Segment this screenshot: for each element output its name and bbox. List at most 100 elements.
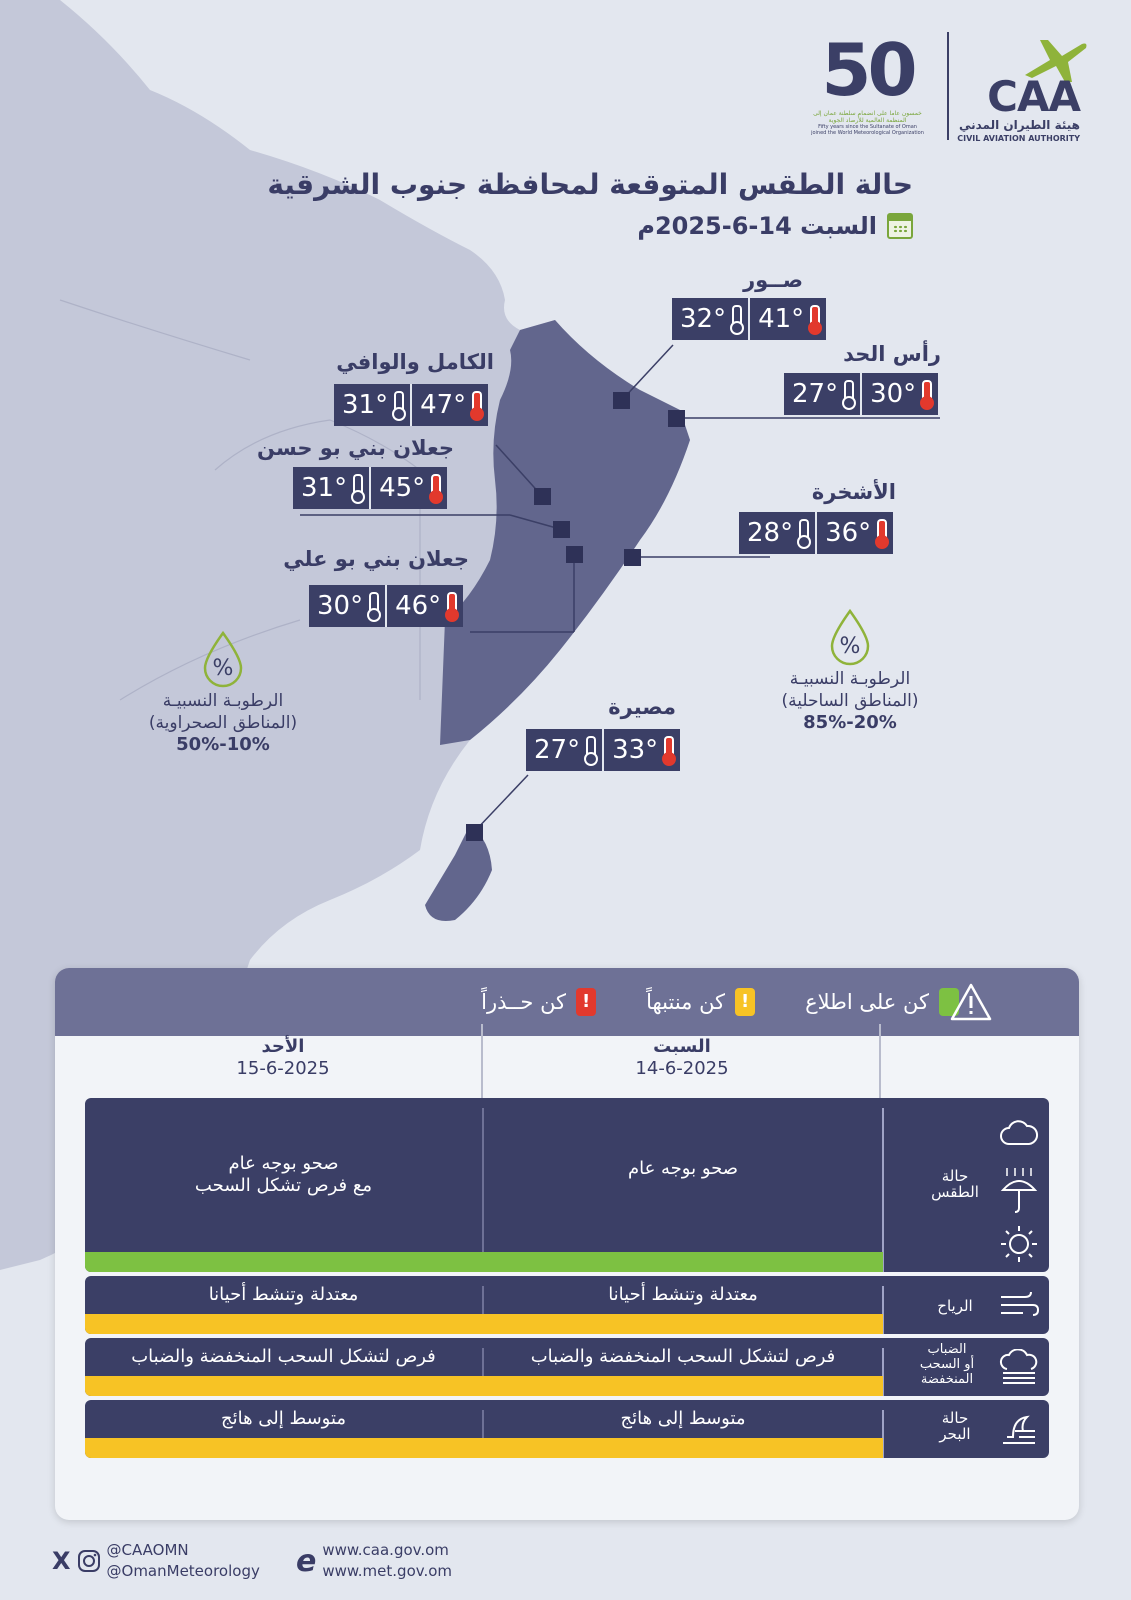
anniversary-caption-en: Fifty years since the Sultanate of Oman … (811, 124, 924, 136)
sea-sunday: متوسط إلى هائج (220, 1408, 347, 1429)
humidity-drop-icon: % (203, 630, 243, 688)
header-divider (481, 1024, 483, 1110)
max-temp: 33° (602, 729, 681, 771)
social-handle-caa[interactable]: @CAAOMN (106, 1541, 189, 1559)
max-temp: 30° (860, 373, 939, 415)
thermometer-hot-icon (429, 474, 444, 504)
sun-icon (1001, 1226, 1037, 1262)
weather-row-label: حالة الطقس (931, 1167, 979, 1201)
warning-triangle-icon (950, 983, 992, 1021)
temps-al-kamil: 31° 47° (334, 384, 489, 426)
fog-cloud-icon (999, 1349, 1038, 1384)
humidity-desert-label2: (المناطق الصحراوية) (148, 713, 298, 733)
thermometer-cold-icon (351, 474, 366, 504)
web-browser-icon: e (296, 1543, 317, 1579)
thermometer-cold-icon (797, 519, 812, 549)
thermometer-hot-icon (470, 391, 485, 421)
wind-sunday: معتدلة وتنشط أحيانا (208, 1284, 359, 1305)
red-level-icon: ! (576, 988, 597, 1016)
warning-legend: كن على اطلاع ! كن منتبهاً ! كن حــذراً (55, 968, 1079, 1036)
yellow-level-icon: ! (735, 988, 756, 1016)
temps-jaalan-bu-ali: 30° 46° (309, 585, 464, 627)
min-temp: 32° (672, 298, 749, 340)
anniversary-caption-ar: خمسون عاما على انضمام سلطنة عمان إلى الم… (813, 110, 922, 124)
masirah-island (425, 825, 492, 921)
weather-sunday: صحو بوجه عام مع فرص تشكل السحب (194, 1153, 373, 1196)
land-mass (0, 0, 690, 1270)
weather-saturday: صحو بوجه عام (627, 1158, 739, 1179)
temps-jaalan-bu-hassan: 31° 45° (293, 467, 448, 509)
sea-saturday: متوسط إلى هائج (620, 1408, 746, 1429)
min-temp: 31° (334, 384, 411, 426)
wind-saturday: معتدلة وتنشط أحيانا (608, 1284, 758, 1305)
legend-info: كن على اطلاع (805, 988, 959, 1016)
min-temp: 31° (293, 467, 370, 509)
umbrella-rain-icon (1000, 1168, 1038, 1213)
thermometer-cold-icon (730, 305, 745, 335)
humidity-desert-value: 10%-50% (176, 734, 270, 755)
humidity-coastal-label1: الرطوبـة النسبيـة (789, 669, 911, 689)
social-handle-met[interactable]: @OmanMeteorology (106, 1562, 260, 1580)
city-al-kamil: الكامل والوافي (336, 350, 494, 374)
temps-ras-al-hadd: 27° 30° (784, 373, 939, 415)
thermometer-cold-icon (367, 592, 382, 622)
min-temp: 30° (309, 585, 386, 627)
humidity-desert: % الرطوبـة النسبيـة (المناطق الصحراوية) … (128, 630, 318, 756)
humidity-coastal-value: 20%-85% (803, 712, 897, 733)
day-header-saturday: السبت 14-6-2025 (635, 1036, 729, 1079)
fog-sunday: فرص لتشكل السحب المنخفضة والضباب (131, 1346, 436, 1367)
thermometer-hot-icon (445, 592, 460, 622)
wind-icon (1001, 1291, 1039, 1316)
caa-logo-text: CAA (987, 72, 1081, 121)
city-sur: صــور (743, 268, 833, 292)
temps-sur: 32° 41° (672, 298, 827, 340)
website-met[interactable]: www.met.gov.om (322, 1562, 453, 1580)
caa-name-en: CIVIL AVIATION AUTHORITY (957, 134, 1080, 143)
day-header-sunday: الأحد 15-6-2025 (236, 1036, 330, 1079)
website-links: e www.caa.gov.om www.met.gov.om (296, 1540, 452, 1582)
wind-level-bar (85, 1314, 883, 1334)
website-caa[interactable]: www.caa.gov.om (322, 1541, 449, 1559)
city-al-ashkharah: الأشخرة (811, 480, 896, 504)
svg-text:%: % (840, 634, 861, 659)
row-sea: متوسط إلى هائج متوسط إلى هائج حالة البحر (85, 1400, 1049, 1458)
plane-icon (1025, 40, 1087, 82)
fog-level-bar (85, 1376, 883, 1396)
instagram-icon[interactable] (77, 1549, 101, 1573)
anniversary-logo: 50 خمسون عاما على انضمام سلطنة عمان إلى … (810, 30, 925, 145)
green-level-icon (939, 988, 959, 1016)
city-ras-al-hadd: رأس الحد (843, 342, 941, 366)
thermometer-cold-icon (392, 391, 407, 421)
x-icon[interactable]: X (52, 1547, 71, 1575)
max-temp: 36° (815, 512, 894, 554)
max-temp: 45° (369, 467, 448, 509)
forecast-date: السبت 14-6-2025م (637, 212, 913, 240)
humidity-drop-icon: % (830, 608, 870, 666)
legend-warning: ! كن حــذراً (481, 988, 597, 1016)
temps-masirah: 27° 33° (526, 729, 681, 771)
min-temp: 27° (784, 373, 861, 415)
max-temp: 46° (385, 585, 464, 627)
anniversary-logo-number: 50 (821, 28, 917, 112)
legend-caution: ! كن منتبهاً (646, 988, 756, 1016)
sea-level-bar (85, 1438, 883, 1458)
row-fog: فرص لتشكل السحب المنخفضة والضباب فرص لتش… (85, 1338, 1049, 1396)
header-divider (879, 1024, 881, 1110)
thermometer-hot-icon (808, 305, 823, 335)
caa-name-ar: هيئة الطيران المدني (958, 118, 1080, 132)
wave-icon (1003, 1415, 1035, 1444)
humidity-coastal-label2: (المناطق الساحلية) (781, 691, 919, 711)
wind-row-label: الرياح (937, 1297, 973, 1315)
temps-al-ashkharah: 28° 36° (739, 512, 894, 554)
caa-logo: CAA هيئة الطيران المدني CIVIL AVIATION A… (957, 30, 1110, 145)
row-wind: معتدلة وتنشط أحيانا معتدلة وتنشط أحيانا … (85, 1276, 1049, 1334)
thermometer-hot-icon (875, 519, 890, 549)
city-jaalan-bu-hassan: جعلان بني بو حسن (257, 436, 454, 460)
page-title: حالة الطقس المتوقعة لمحافظة جنوب الشرقية (267, 168, 913, 201)
social-links: X @CAAOMN @OmanMeteorology (52, 1540, 260, 1582)
fog-row-label: الضباب أو السحب المنخفضة (919, 1342, 975, 1387)
city-masirah: مصيرة (608, 695, 676, 719)
svg-text:%: % (213, 656, 234, 681)
humidity-coastal: % الرطوبـة النسبيـة (المناطق الساحلية) 2… (755, 608, 945, 734)
humidity-desert-label1: الرطوبـة النسبيـة (162, 691, 284, 711)
